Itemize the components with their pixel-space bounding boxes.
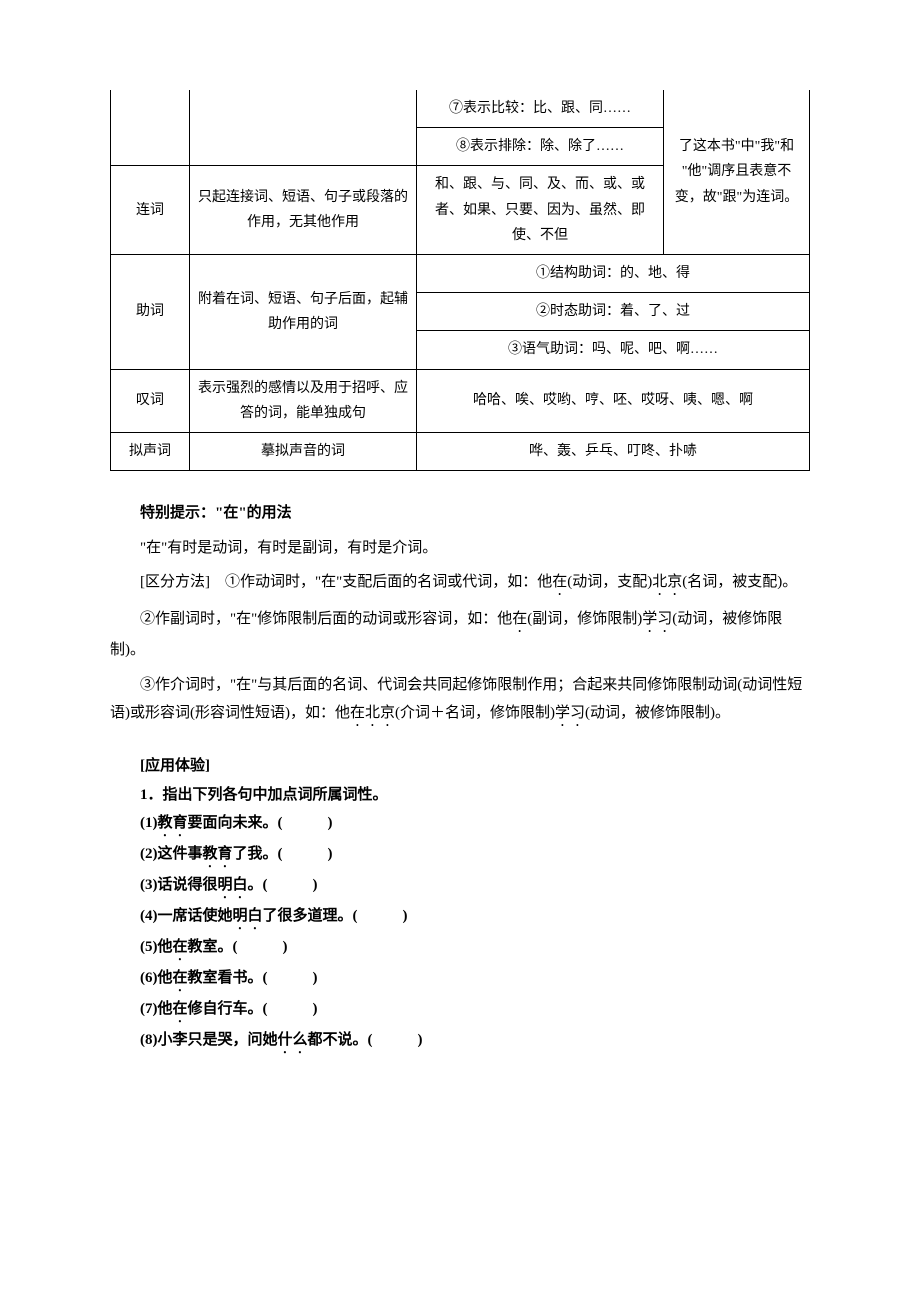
cell-example: ①结构助词：的、地、得 [417,254,810,292]
exercise-item: (6)他在教室看书。( ) [110,964,810,995]
dotted-text: 在 [512,611,527,627]
text: (7)他 [140,1001,173,1017]
text: 要面向未来。( ) [188,815,333,831]
cell-category: 连词 [111,166,190,255]
exercise-item: (1)教育要面向未来。( ) [110,809,810,840]
note-paragraph: [区分方法] ①作动词时，"在"支配后面的名词或代词，如：他在(动词，支配)北京… [110,568,810,599]
table-row: ⑦表示比较：比、跟、同…… 了这本书"中"我"和 "他"调序且表意不变，故"跟"… [111,90,810,128]
table-row: 助词 附着在词、短语、句子后面，起辅助作用的词 ①结构助词：的、地、得 [111,254,810,292]
cell-desc: 表示强烈的感情以及用于招呼、应答的词，能单独成句 [190,369,417,432]
cell-example: ③语气助词：吗、呢、吧、啊…… [417,331,810,369]
table-row: 叹词 表示强烈的感情以及用于招呼、应答的词，能单独成句 哈哈、唉、哎哟、哼、呸、… [111,369,810,432]
cell-blank-cat [111,90,190,166]
text: (介词＋名词，修饰限制) [395,705,555,721]
text: (副词，修饰限制) [527,611,642,627]
grammar-table: ⑦表示比较：比、跟、同…… 了这本书"中"我"和 "他"调序且表意不变，故"跟"… [110,90,810,471]
cell-category: 拟声词 [111,432,190,470]
text: ②作副词时，"在"修饰限制后面的动词或形容词，如：他 [140,611,512,627]
dotted-text: 什么 [278,1032,308,1048]
document-page: ⑦表示比较：比、跟、同…… 了这本书"中"我"和 "他"调序且表意不变，故"跟"… [0,0,920,1117]
text: 教室。( ) [188,939,288,955]
dotted-text: 在 [552,574,567,590]
note-title: 特别提示："在"的用法 [110,499,810,528]
cell-side-note: 了这本书"中"我"和 "他"调序且表意不变，故"跟"为连词。 [664,90,810,254]
text: (3)话说得很 [140,877,218,893]
exercise-item: (5)他在教室。( ) [110,933,810,964]
text: (动词，支配) [567,574,652,590]
dotted-text: 教育 [158,815,188,831]
exercise-item: (7)他在修自行车。( ) [110,995,810,1026]
text: (名词，被支配)。 [682,574,797,590]
text: [区分方法] ①作动词时，"在"支配后面的名词或代词，如：他 [140,574,552,590]
cell-category: 助词 [111,254,190,369]
dotted-text: 在 [173,939,188,955]
text: (1) [140,815,158,831]
text: (4)一席话使她 [140,908,233,924]
cell-category: 叹词 [111,369,190,432]
text: (动词，被修饰限制)。 [585,705,730,721]
text: 教室看书。( ) [188,970,318,986]
exercise-item: (3)话说得很明白。( ) [110,871,810,902]
dotted-text: 明白 [233,908,263,924]
text: (2)这件事 [140,846,203,862]
cell-blank-desc [190,90,417,166]
dotted-text: 北京 [652,574,682,590]
text: (5)他 [140,939,173,955]
exercise-item: (2)这件事教育了我。( ) [110,840,810,871]
exercise-item: (8)小李只是哭，问她什么都不说。( ) [110,1026,810,1057]
text: 了很多道理。( ) [263,908,408,924]
dotted-text: 学习 [642,611,672,627]
cell-desc: 只起连接词、短语、句子或段落的作用，无其他作用 [190,166,417,255]
cell-example: ⑧表示排除：除、除了…… [417,128,664,166]
text: 了我。( ) [233,846,333,862]
note-paragraph: ③作介词时，"在"与其后面的名词、代词会共同起修饰限制作用；合起来共同修饰限制动… [110,671,810,731]
text: (6)他 [140,970,173,986]
note-paragraph: ②作副词时，"在"修饰限制后面的动词或形容词，如：他在(副词，修饰限制)学习(动… [110,605,810,665]
text: 。( ) [248,877,318,893]
text: 都不说。( ) [308,1032,423,1048]
exercise-intro: 1．指出下列各句中加点词所属词性。 [110,781,810,810]
dotted-text: 学习 [555,705,585,721]
cell-example: ⑦表示比较：比、跟、同…… [417,90,664,128]
note-paragraph: "在"有时是动词，有时是副词，有时是介词。 [110,534,810,563]
exercise-header: [应用体验] [110,752,810,781]
exercise-item: (4)一席话使她明白了很多道理。( ) [110,902,810,933]
cell-desc: 摹拟声音的词 [190,432,417,470]
dotted-text: 在北京 [350,705,395,721]
cell-desc: 附着在词、短语、句子后面，起辅助作用的词 [190,254,417,369]
dotted-text: 在 [173,970,188,986]
cell-example: 哗、轰、乒乓、叮咚、扑哧 [417,432,810,470]
dotted-text: 在 [173,1001,188,1017]
table-row: 拟声词 摹拟声音的词 哗、轰、乒乓、叮咚、扑哧 [111,432,810,470]
exercise-block: [应用体验] 1．指出下列各句中加点词所属词性。 (1)教育要面向未来。( ) … [110,752,810,1057]
text: 修自行车。( ) [188,1001,318,1017]
cell-example: 哈哈、唉、哎哟、哼、呸、哎呀、咦、嗯、啊 [417,369,810,432]
cell-example: 和、跟、与、同、及、而、或、或者、如果、只要、因为、虽然、即使、不但 [417,166,664,255]
text: (8)小李只是哭，问她 [140,1032,278,1048]
dotted-text: 教育 [203,846,233,862]
dotted-text: 明白 [218,877,248,893]
cell-example: ②时态助词：着、了、过 [417,293,810,331]
